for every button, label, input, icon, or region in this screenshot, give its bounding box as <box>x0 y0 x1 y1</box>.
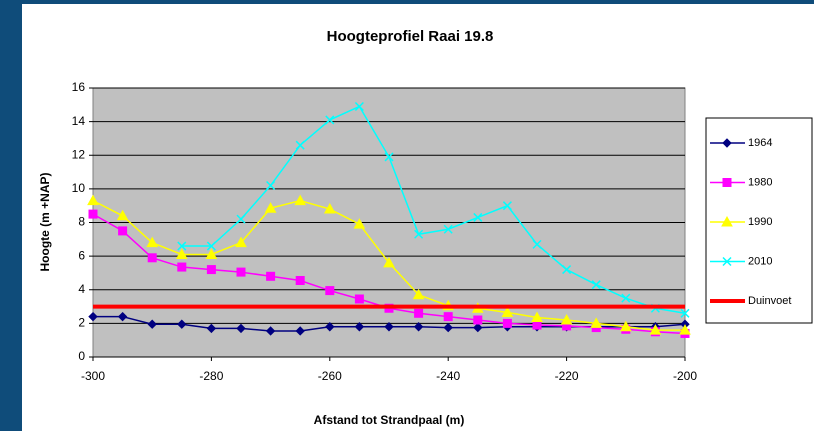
marker <box>266 180 276 191</box>
legend-marker <box>722 138 732 148</box>
marker <box>384 322 394 332</box>
marker <box>206 265 216 275</box>
y-tick-label: 4 <box>78 282 85 296</box>
y-tick-label: 14 <box>72 114 86 128</box>
marker <box>205 248 218 259</box>
marker <box>354 322 365 332</box>
marker <box>325 115 335 125</box>
marker <box>443 224 453 234</box>
marker <box>118 226 128 236</box>
marker <box>354 101 364 112</box>
marker <box>532 320 542 330</box>
y-tick-label: 8 <box>78 215 85 229</box>
legend <box>705 117 813 324</box>
marker <box>619 320 632 332</box>
marker <box>264 202 277 213</box>
series-line <box>181 105 686 315</box>
x-axis-label: Afstand tot Strandpaal (m) <box>314 413 465 427</box>
marker <box>412 288 425 300</box>
legend-label: 1964 <box>748 137 772 149</box>
marker <box>88 209 98 219</box>
marker <box>562 265 572 275</box>
marker <box>353 218 366 229</box>
marker <box>147 253 157 263</box>
marker <box>236 267 246 277</box>
y-tick-label: 10 <box>72 181 86 195</box>
marker <box>236 214 246 224</box>
y-tick-label: 0 <box>78 349 85 363</box>
marker <box>323 203 336 214</box>
marker <box>175 248 188 259</box>
marker <box>177 319 187 329</box>
marker <box>177 241 187 251</box>
x-tick-label: -280 <box>199 369 223 383</box>
marker <box>680 308 690 318</box>
y-tick-label: 6 <box>78 248 85 262</box>
legend-marker <box>722 256 732 267</box>
legend-marker <box>721 215 733 227</box>
marker <box>414 308 424 318</box>
marker <box>502 201 512 211</box>
marker <box>294 194 307 206</box>
marker <box>473 212 483 222</box>
marker <box>384 152 394 162</box>
chart-title: Hoogteprofiel Raai 19.8 <box>327 28 494 45</box>
marker <box>649 324 662 335</box>
marker <box>443 322 453 333</box>
marker <box>87 194 99 206</box>
legend-label: 1990 <box>748 216 772 228</box>
marker <box>177 262 187 272</box>
marker <box>501 306 514 317</box>
x-tick-label: -200 <box>673 369 697 383</box>
marker <box>679 324 691 335</box>
marker <box>414 229 424 239</box>
marker <box>621 293 631 303</box>
marker <box>206 323 217 334</box>
marker <box>591 280 601 290</box>
legend-label: 1980 <box>748 176 772 188</box>
marker <box>473 322 483 333</box>
y-tick-label: 2 <box>78 316 85 330</box>
marker <box>502 318 512 328</box>
y-axis-label: Hoogte (m +NAP) <box>38 172 52 271</box>
legend-marker <box>722 178 732 187</box>
marker <box>88 311 98 322</box>
marker <box>235 236 247 248</box>
y-tick-label: 12 <box>72 147 86 161</box>
marker <box>443 312 453 322</box>
marker <box>236 323 246 334</box>
marker <box>295 276 305 286</box>
marker <box>116 209 129 221</box>
marker <box>560 313 573 325</box>
marker <box>206 241 216 251</box>
marker <box>413 322 424 332</box>
marker <box>383 256 395 268</box>
marker <box>117 311 128 322</box>
marker <box>295 140 305 150</box>
x-tick-label: -260 <box>318 369 342 383</box>
x-tick-label: -240 <box>436 369 460 383</box>
marker <box>590 317 603 328</box>
marker <box>532 239 542 249</box>
marker <box>265 326 276 336</box>
marker <box>473 315 483 325</box>
marker <box>325 322 335 332</box>
marker <box>325 286 335 296</box>
marker <box>147 319 157 329</box>
marker <box>266 271 276 281</box>
legend-label: Duinvoet <box>748 295 791 307</box>
x-tick-label: -300 <box>81 369 105 383</box>
y-tick-label: 16 <box>72 80 86 94</box>
marker <box>295 326 305 336</box>
legend-label: 2010 <box>748 255 772 267</box>
x-tick-label: -220 <box>555 369 579 383</box>
marker <box>354 294 364 304</box>
marker <box>146 236 159 248</box>
marker <box>531 311 543 322</box>
